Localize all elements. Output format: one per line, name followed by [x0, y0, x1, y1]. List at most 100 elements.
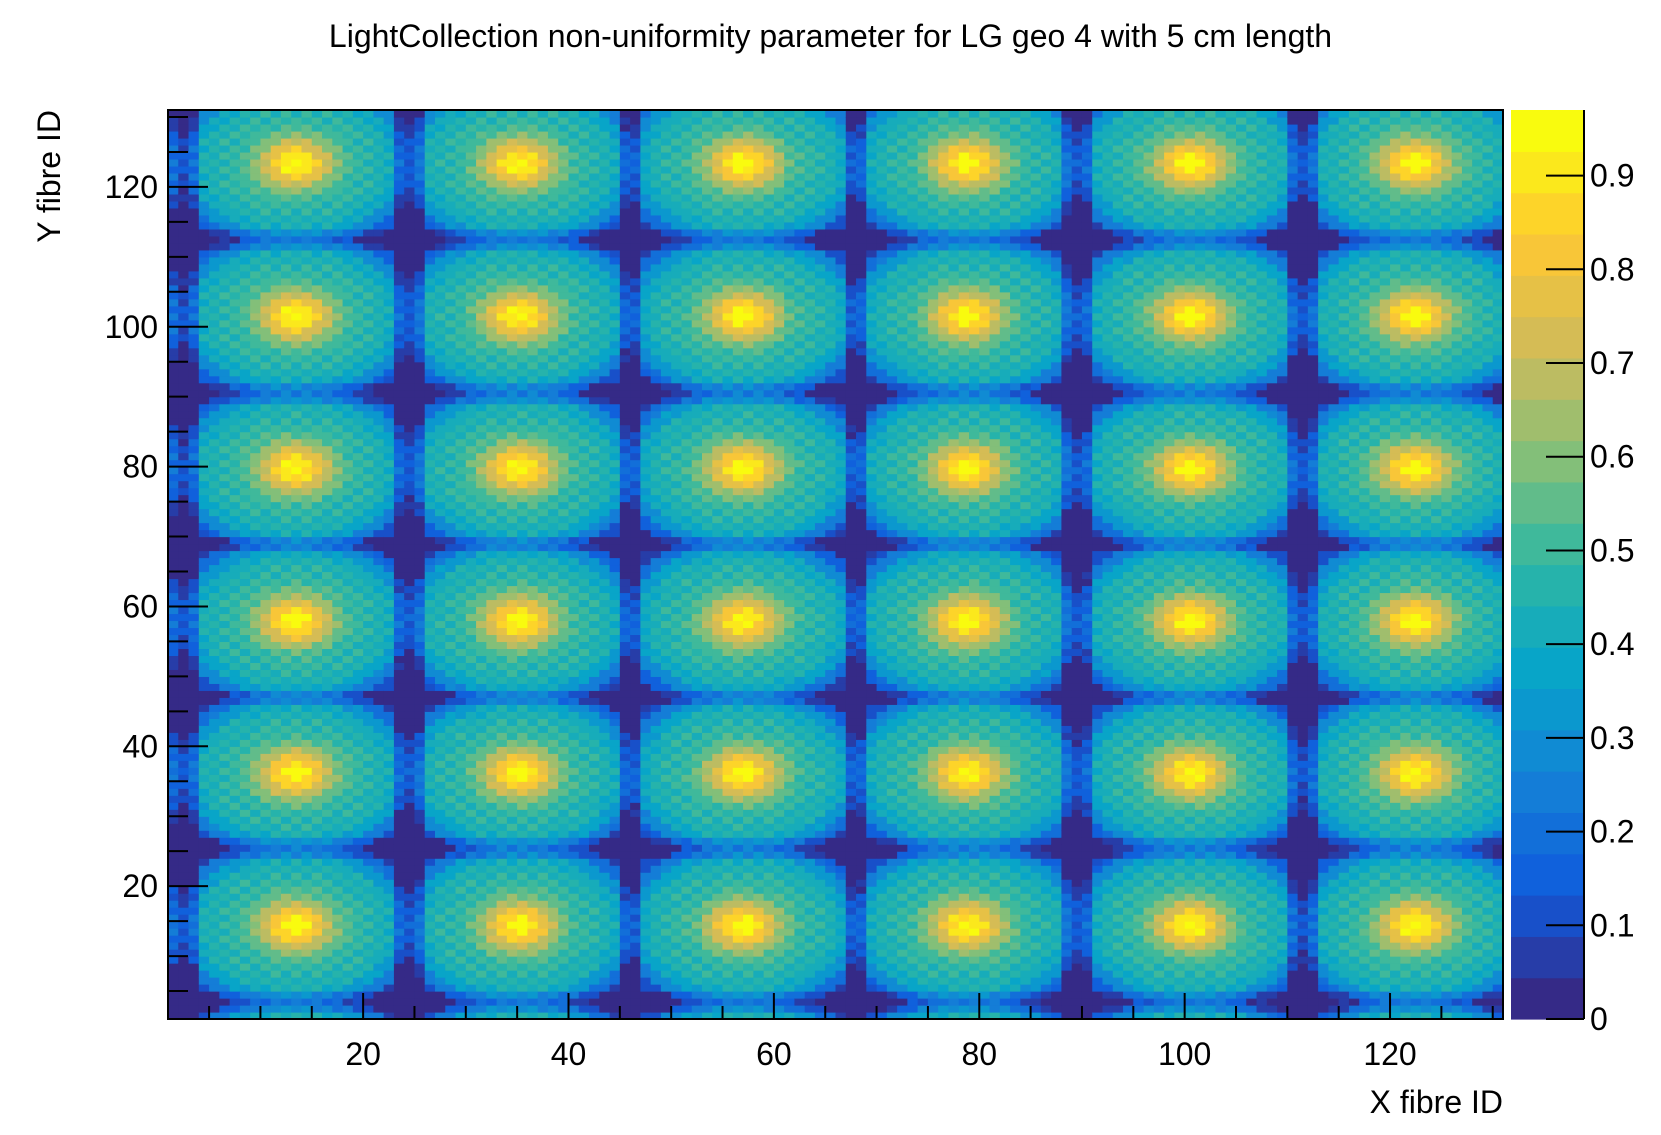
heatmap-cell [424, 326, 436, 335]
heatmap-cell [239, 781, 251, 789]
heatmap-cell [178, 795, 190, 803]
heatmap-cell [352, 781, 364, 789]
heatmap-cell [301, 522, 313, 531]
heatmap-cell [311, 669, 323, 677]
heatmap-cell [547, 487, 559, 496]
heatmap-cell [373, 1012, 385, 1020]
heatmap-cell [455, 536, 467, 545]
heatmap-cell [517, 494, 529, 503]
heatmap-cell [219, 207, 231, 216]
heatmap-cell [280, 382, 292, 391]
heatmap-cell [506, 172, 518, 181]
heatmap-cell [311, 284, 323, 293]
heatmap-cell [168, 116, 179, 125]
heatmap-cell [260, 480, 272, 489]
heatmap-cell [393, 501, 405, 510]
heatmap-cell [547, 1005, 559, 1013]
heatmap-cell [486, 662, 498, 670]
heatmap-cell [476, 270, 487, 279]
heatmap-cell [311, 123, 323, 132]
heatmap-cell [322, 466, 333, 475]
heatmap-cell [301, 683, 313, 691]
heatmap-cell [414, 935, 426, 943]
heatmap-cell [332, 606, 344, 615]
heatmap-cell [476, 249, 487, 258]
heatmap-cell [414, 802, 426, 810]
heatmap-cell [209, 515, 220, 524]
heatmap-cell [383, 207, 395, 216]
heatmap-cell [496, 137, 508, 146]
heatmap-cell [527, 1012, 539, 1020]
heatmap-cell [527, 270, 539, 279]
heatmap-cell [322, 585, 333, 594]
heatmap-cell [435, 382, 446, 391]
heatmap-cell [198, 214, 210, 223]
heatmap-cell [537, 648, 549, 656]
heatmap-cell [465, 697, 477, 705]
heatmap-cell [486, 417, 498, 426]
heatmap-cell [435, 963, 446, 971]
heatmap-cell [527, 214, 539, 223]
heatmap-cell [517, 438, 529, 447]
heatmap-cell [229, 599, 241, 608]
heatmap-cell [352, 963, 364, 971]
heatmap-cell [537, 200, 549, 209]
heatmap-cell [260, 676, 272, 684]
heatmap-cell [250, 830, 262, 838]
heatmap-cell [455, 935, 467, 943]
heatmap-cell [455, 760, 467, 768]
heatmap-cell [219, 179, 231, 188]
heatmap-cell [445, 606, 457, 615]
heatmap-cell [476, 291, 487, 300]
heatmap-cell [229, 606, 241, 615]
heatmap-cell [280, 438, 292, 447]
heatmap-cell [260, 648, 272, 656]
heatmap-cell [496, 956, 508, 964]
heatmap-cell [332, 634, 344, 643]
heatmap-cell [527, 900, 539, 908]
heatmap-cell [383, 550, 395, 559]
heatmap-cell [352, 774, 364, 782]
heatmap-cell [455, 585, 467, 594]
heatmap-cell [465, 669, 477, 677]
heatmap-cell [435, 193, 446, 202]
heatmap-cell [537, 865, 549, 873]
heatmap-cell [209, 809, 220, 817]
heatmap-cell [280, 347, 292, 356]
heatmap-cell [239, 725, 251, 733]
heatmap-cell [517, 424, 529, 433]
heatmap-cell [383, 249, 395, 258]
heatmap-cell [219, 935, 231, 943]
heatmap-cell [547, 291, 559, 300]
heatmap-cell [506, 977, 518, 985]
heatmap-cell [322, 326, 333, 335]
heatmap-cell [209, 382, 220, 391]
heatmap-cell [455, 144, 467, 153]
heatmap-cell [311, 110, 323, 118]
heatmap-cell [455, 333, 467, 342]
heatmap-cell [260, 879, 272, 887]
heatmap-cell [188, 634, 200, 643]
heatmap-cell [219, 669, 231, 677]
heatmap-cell [465, 704, 477, 712]
heatmap-cell [291, 662, 303, 670]
heatmap-cell [547, 662, 559, 670]
heatmap-cell [198, 564, 210, 573]
heatmap-cell [424, 732, 436, 740]
heatmap-cell [445, 361, 457, 370]
heatmap-cell [363, 438, 374, 447]
heatmap-cell [332, 662, 344, 670]
heatmap-cell [486, 123, 498, 132]
heatmap-cell [198, 312, 210, 321]
heatmap-cell [291, 732, 303, 740]
heatmap-cell [383, 655, 395, 663]
heatmap-cell [198, 123, 210, 132]
heatmap-cell [476, 326, 487, 335]
heatmap-cell [537, 991, 549, 999]
heatmap-cell [280, 256, 292, 265]
heatmap-cell [414, 214, 426, 223]
heatmap-cell [229, 851, 241, 859]
heatmap-cell [311, 774, 323, 782]
heatmap-cell [342, 165, 354, 174]
heatmap-cell [383, 816, 395, 824]
